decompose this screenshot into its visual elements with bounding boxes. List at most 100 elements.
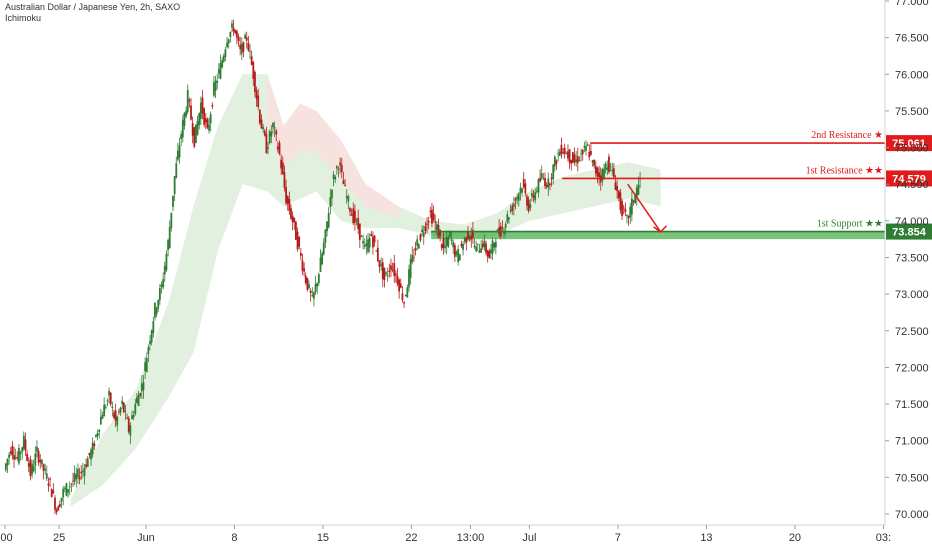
time-tick-label: Jul	[522, 532, 536, 544]
candle-body	[255, 90, 258, 99]
candle-body	[249, 51, 251, 53]
candle-body	[385, 272, 387, 275]
candle-body	[472, 229, 474, 238]
candle-body	[360, 235, 363, 238]
candle-body	[524, 183, 527, 194]
candle-body	[136, 397, 138, 403]
candle-body	[553, 156, 556, 167]
candle-body	[316, 283, 319, 287]
candle-body	[103, 404, 106, 417]
candle-body	[90, 449, 92, 460]
price-tick-label: 76.500	[895, 33, 929, 45]
candle-body	[460, 243, 463, 247]
ichimoku-cloud-bearish	[267, 74, 399, 218]
candle-body	[257, 95, 260, 108]
candle-body	[272, 123, 274, 128]
support-value-label: 73.854	[892, 227, 927, 239]
price-tick-label: 72.000	[895, 362, 929, 374]
candle-body	[59, 504, 61, 507]
candle-body	[445, 237, 448, 246]
candle-body	[453, 245, 456, 257]
candle-body	[490, 249, 492, 254]
candle-body	[617, 190, 620, 198]
candle-body	[121, 400, 124, 405]
candle-body	[57, 506, 60, 511]
candle-body	[331, 189, 333, 198]
candle-body	[321, 253, 324, 265]
candle-body	[52, 490, 55, 494]
candle-body	[124, 411, 127, 413]
candle-body	[540, 173, 543, 178]
time-tick-label: 15	[317, 532, 329, 544]
candle-body	[516, 196, 519, 199]
candle-body	[529, 203, 532, 209]
candle-body	[295, 221, 297, 240]
candle-body	[624, 208, 627, 213]
price-tick-label: 74.500	[895, 179, 929, 191]
candle-body	[632, 200, 635, 203]
candle-body	[580, 153, 582, 155]
candle-body	[63, 488, 66, 490]
candle-body	[552, 164, 555, 180]
candle-body	[85, 464, 88, 468]
candle-body	[476, 243, 479, 245]
candle-body	[314, 283, 317, 292]
candle-body	[70, 483, 73, 485]
candle-body	[560, 144, 563, 154]
candle-body	[39, 460, 42, 463]
candle-body	[4, 463, 7, 471]
candle-body	[324, 229, 327, 243]
candle-body	[493, 243, 496, 248]
candle-body	[281, 162, 284, 174]
price-tick-label: 77.000	[895, 0, 929, 8]
candle-body	[635, 187, 638, 198]
candle-body	[521, 188, 523, 193]
candle-body	[11, 445, 14, 456]
candle-body	[142, 382, 145, 391]
candle-body	[313, 291, 315, 299]
candle-body	[475, 246, 478, 252]
candle-body	[131, 415, 133, 420]
candle-body	[329, 197, 332, 207]
candle-body	[24, 439, 27, 451]
candle-body	[247, 42, 250, 51]
candle-body	[612, 168, 615, 178]
candle-body	[421, 229, 423, 232]
candle-body	[494, 241, 497, 248]
candle-body	[36, 446, 38, 452]
candle-body	[372, 236, 374, 248]
candle-body	[431, 209, 433, 224]
candle-body	[75, 474, 78, 480]
price-tick-label: 75.500	[895, 106, 929, 118]
candle-body	[34, 453, 37, 466]
candle-body	[244, 34, 246, 39]
candle-body	[594, 166, 597, 174]
candle-body	[216, 80, 219, 83]
candle-body	[122, 402, 125, 413]
candle-body	[106, 400, 109, 402]
candle-body	[95, 434, 97, 437]
candle-body	[578, 159, 581, 161]
candle-body	[50, 489, 53, 498]
candle-body	[129, 425, 132, 436]
candle-body	[45, 473, 48, 479]
candle-body	[298, 236, 301, 247]
candle-body	[434, 221, 437, 223]
candle-body	[363, 245, 366, 247]
candle-body	[27, 463, 30, 467]
candle-body	[573, 154, 576, 163]
price-tick-label: 74.000	[895, 216, 929, 228]
candle-body	[406, 287, 409, 298]
candle-body	[544, 178, 546, 186]
candle-body	[586, 144, 589, 146]
candle-body	[601, 169, 604, 181]
candle-body	[206, 119, 209, 128]
candle-body	[178, 145, 181, 158]
candle-body	[432, 213, 435, 221]
candle-body	[26, 453, 29, 461]
candle-body	[396, 275, 399, 285]
candle-body	[327, 213, 330, 228]
candle-body	[252, 62, 255, 79]
candle-body	[435, 224, 438, 231]
